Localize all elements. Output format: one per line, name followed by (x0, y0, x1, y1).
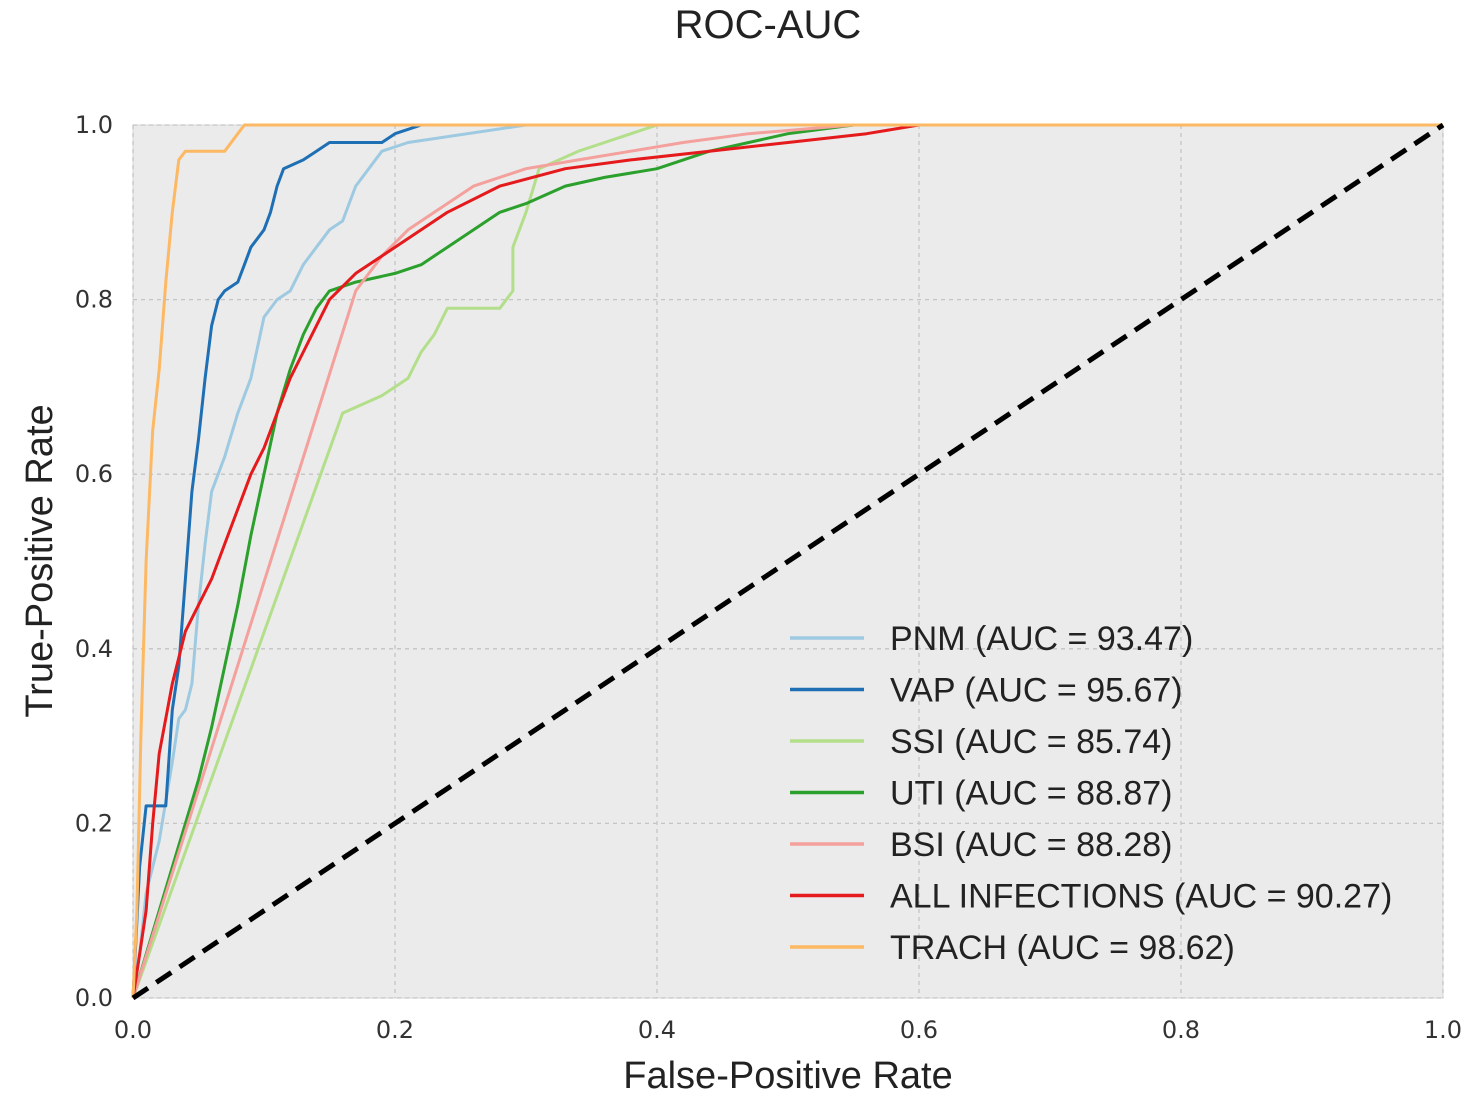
x-tick-label: 0.2 (376, 1016, 414, 1044)
legend-label: TRACH (AUC = 98.62) (890, 929, 1235, 967)
x-tick-label: 0.6 (900, 1016, 938, 1044)
roc-curve-series-1 (131, 123, 1443, 999)
legend-label: SSI (AUC = 85.74) (890, 723, 1173, 761)
y-tick-label: 0.0 (75, 984, 113, 1012)
roc-curves (131, 123, 1443, 999)
x-axis-label: False-Positive Rate (623, 1055, 952, 1097)
x-tick-label: 1.0 (1424, 1016, 1462, 1044)
legend-label: ALL INFECTIONS (AUC = 90.27) (890, 878, 1392, 916)
y-tick-label: 0.2 (75, 809, 113, 837)
x-tick-labels: 0.0 0.2 0.4 0.6 0.8 1.0 (114, 1016, 1462, 1044)
y-tick-label: 0.6 (75, 460, 113, 488)
y-tick-label: 0.4 (75, 635, 113, 663)
roc-curve-series-2 (131, 123, 1443, 999)
y-tick-labels: 0.0 0.2 0.4 0.6 0.8 1.0 (75, 111, 113, 1012)
y-tick-label: 1.0 (75, 111, 113, 139)
x-tick-label: 0.8 (1162, 1016, 1200, 1044)
roc-curve-series-5 (131, 123, 1443, 999)
chance-diagonal-line (131, 122, 1445, 1001)
legend-label: PNM (AUC = 93.47) (890, 620, 1193, 658)
roc-curve-series-3 (131, 123, 1443, 999)
legend: PNM (AUC = 93.47) VAP (AUC = 95.67) SSI (A… (790, 620, 1392, 967)
roc-curve-series-6 (131, 123, 1443, 999)
chart-title: ROC-AUC (675, 3, 862, 47)
legend-label: BSI (AUC = 88.28) (890, 826, 1173, 864)
y-tick-label: 0.8 (75, 286, 113, 314)
y-axis-label: True-Positive Rate (19, 404, 61, 717)
roc-curve-series-0 (131, 123, 1443, 999)
x-tick-label: 0.4 (638, 1016, 676, 1044)
x-tick-label: 0.0 (114, 1016, 152, 1044)
legend-label: VAP (AUC = 95.67) (890, 672, 1183, 710)
legend-label: UTI (AUC = 88.87) (890, 775, 1172, 813)
